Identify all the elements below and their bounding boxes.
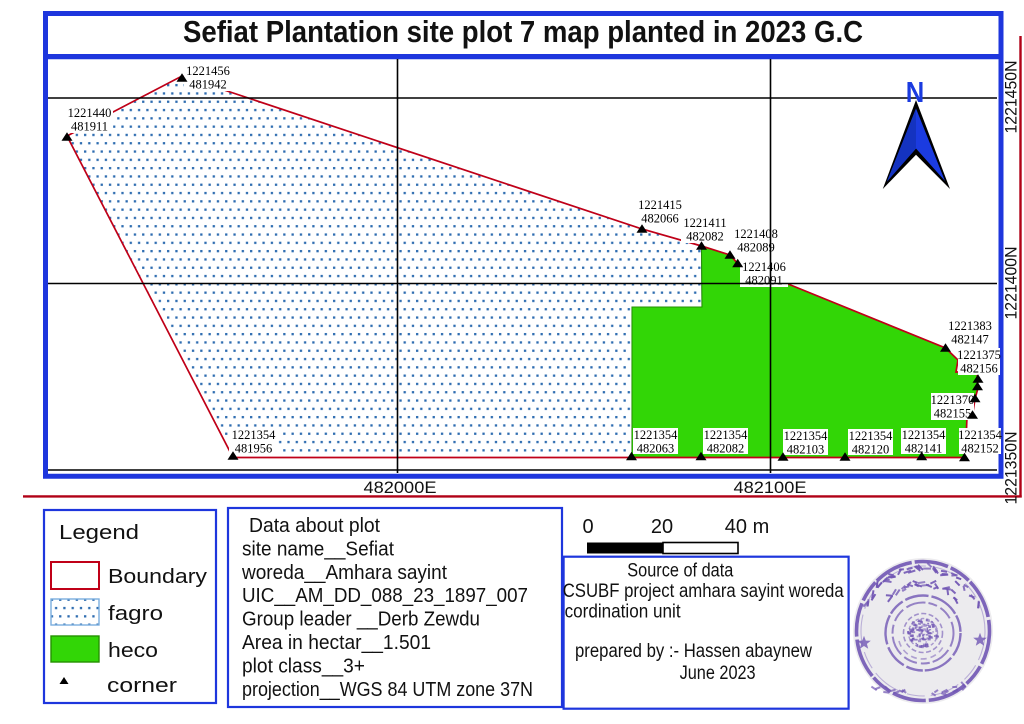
svg-text:481942: 481942 [189,77,227,91]
svg-text:1221354: 1221354 [704,428,749,442]
svg-text:prepared by :- Hassen abaynew: prepared by :- Hassen abaynew [575,641,812,662]
svg-text:plot class__3+: plot class__3+ [242,655,365,677]
svg-text:1221354: 1221354 [232,428,277,442]
svg-text:482100E: 482100E [734,478,807,497]
svg-text:0: 0 [582,516,593,538]
svg-text:482089: 482089 [737,240,775,254]
svg-text:482152: 482152 [961,441,999,455]
svg-text:481911: 481911 [71,119,108,133]
svg-text:1221354: 1221354 [634,428,679,442]
svg-text:1221415: 1221415 [638,198,682,212]
svg-text:482103: 482103 [787,442,825,456]
svg-text:heco: heco [108,640,158,662]
svg-text:Group leader __Derb Zewdu: Group leader __Derb Zewdu [242,609,480,631]
svg-text:1221350N: 1221350N [1002,432,1021,505]
svg-text:1221408: 1221408 [734,227,778,241]
svg-text:UIC__AM_DD_088_23_1897_007: UIC__AM_DD_088_23_1897_007 [242,585,528,607]
svg-text:482155: 482155 [934,406,972,420]
svg-text:1221406: 1221406 [742,260,786,274]
svg-text:1221411: 1221411 [683,216,726,230]
svg-text:482141: 482141 [905,441,943,455]
svg-text:June 2023: June 2023 [680,663,756,684]
svg-text:482147: 482147 [951,332,989,346]
svg-text:Boundary: Boundary [108,566,207,588]
svg-text:1221354: 1221354 [902,428,947,442]
svg-text:Source of data: Source of data [627,561,733,582]
svg-text:1221370: 1221370 [931,393,975,407]
svg-text:Data about plot: Data about plot [249,515,380,537]
svg-text:woreda__Amhara sayint: woreda__Amhara sayint [241,562,447,584]
svg-text:site name__Sefiat: site name__Sefiat [242,538,394,560]
svg-text:482156: 482156 [960,361,998,375]
svg-text:cordination unit: cordination unit [565,602,682,623]
svg-text:40 m: 40 m [725,516,769,538]
svg-text:482063: 482063 [637,441,675,455]
svg-text:482082: 482082 [707,441,745,455]
svg-text:482066: 482066 [641,211,679,225]
svg-text:N: N [906,77,925,109]
svg-text:1221450N: 1221450N [1002,61,1021,134]
svg-text:1221440: 1221440 [68,106,112,120]
svg-text:1221400N: 1221400N [1002,247,1021,320]
svg-text:CSUBF project amhara sayint wo: CSUBF project amhara sayint woreda [563,581,844,602]
svg-text:fagro: fagro [108,603,163,625]
svg-text:20: 20 [651,516,673,538]
svg-text:482120: 482120 [852,442,890,456]
svg-text:1221375: 1221375 [957,348,1001,362]
svg-text:1221354: 1221354 [958,428,1003,442]
svg-text:Legend: Legend [59,522,139,544]
svg-text:1221383: 1221383 [948,319,992,333]
svg-text:Sefiat Plantation site plot 7: Sefiat Plantation site plot 7 map plante… [183,14,863,49]
svg-text:481956: 481956 [235,441,273,455]
svg-text:Area in hectar__1.501: Area in hectar__1.501 [242,632,431,654]
svg-text:482000E: 482000E [364,478,437,497]
svg-text:482082: 482082 [686,229,724,243]
svg-text:1221456: 1221456 [186,64,230,78]
svg-text:corner: corner [107,675,177,697]
svg-text:482091: 482091 [745,273,783,287]
svg-text:1221354: 1221354 [849,429,894,443]
svg-text:1221354: 1221354 [784,429,829,443]
svg-text:projection__WGS 84 UTM zone 37: projection__WGS 84 UTM zone 37N [242,679,533,701]
